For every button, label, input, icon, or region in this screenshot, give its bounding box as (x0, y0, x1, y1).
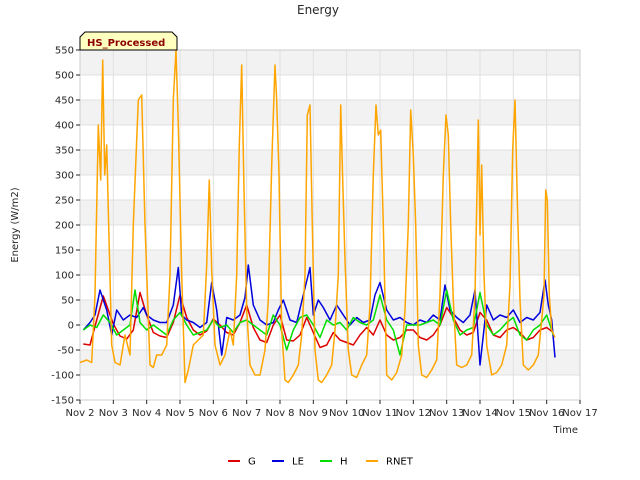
plot-band (80, 250, 580, 275)
processed-badge: HS_Processed (79, 31, 178, 51)
x-tick-label: Nov 9 (299, 408, 328, 419)
chart-title: Energy (297, 3, 339, 17)
y-tick-label: 350 (55, 146, 74, 157)
legend: G LE H RNET (228, 457, 414, 468)
plot-band (80, 175, 580, 200)
x-tick-label: Nov 2 (65, 408, 94, 419)
x-tick-label: Nov 15 (496, 408, 531, 419)
series-line-g (83, 291, 554, 349)
plot-band (80, 200, 580, 225)
series-line-le (82, 264, 556, 366)
y-tick-label: 250 (55, 196, 74, 207)
series-layer (79, 49, 556, 384)
y-tick-label: 0 (68, 321, 74, 332)
x-tick-label: Nov 11 (362, 408, 397, 419)
legend-item-g: G (228, 457, 256, 468)
x-axis-label: Time (553, 425, 578, 436)
series-line-h (82, 289, 555, 356)
y-tick-label: 100 (55, 271, 74, 282)
badge-label: HS_Processed (87, 38, 165, 49)
y-tick-label: -150 (51, 396, 74, 407)
y-tick-label: 550 (55, 46, 74, 57)
plot-band (80, 300, 580, 325)
x-tick-label: Nov 3 (99, 408, 128, 419)
legend-item-rnet: RNET (366, 457, 414, 468)
y-tick-label: 50 (61, 296, 74, 307)
legend-label: G (248, 457, 256, 468)
x-tick-label: Nov 8 (265, 408, 294, 419)
x-tick-label: Nov 4 (132, 408, 161, 419)
y-tick-label: 300 (55, 171, 74, 182)
x-tick-label: Nov 16 (529, 408, 564, 419)
x-tick-label: Nov 17 (562, 408, 597, 419)
plot-band (80, 50, 580, 75)
legend-label: H (340, 457, 348, 468)
y-tick-label: 450 (55, 96, 74, 107)
x-tick-label: Nov 6 (199, 408, 228, 419)
y-tick-label: 400 (55, 121, 74, 132)
x-tick-label: Nov 10 (329, 408, 364, 419)
plot-bands (80, 50, 580, 400)
legend-item-h: H (320, 457, 348, 468)
axis-ticks: -150 -100 -50 0 50 100 150 200 250 300 350 400 450 50… (51, 46, 597, 420)
badge-box (79, 31, 178, 51)
x-tick-label: Nov 14 (462, 408, 497, 419)
plot-band (80, 375, 580, 400)
series-line-rnet (79, 49, 556, 384)
y-tick-label: -50 (58, 346, 74, 357)
x-tick-label: Nov 12 (396, 408, 431, 419)
y-tick-label: 500 (55, 71, 74, 82)
x-tick-label: Nov 13 (429, 408, 464, 419)
plot-band (80, 125, 580, 150)
y-tick-label: 150 (55, 246, 74, 257)
plot-band (80, 225, 580, 250)
plot-band (80, 75, 580, 100)
legend-label: RNET (386, 457, 414, 468)
x-tick-label: Nov 5 (165, 408, 194, 419)
x-tick-label: Nov 7 (232, 408, 261, 419)
y-tick-label: 200 (55, 221, 74, 232)
plot-band (80, 150, 580, 175)
y-axis-label: Energy (W/m2) (10, 187, 21, 262)
y-tick-label: -100 (51, 371, 74, 382)
legend-item-le: LE (272, 457, 304, 468)
legend-label: LE (292, 457, 304, 468)
plot-band (80, 350, 580, 375)
plot-band (80, 275, 580, 300)
plot-band (80, 100, 580, 125)
